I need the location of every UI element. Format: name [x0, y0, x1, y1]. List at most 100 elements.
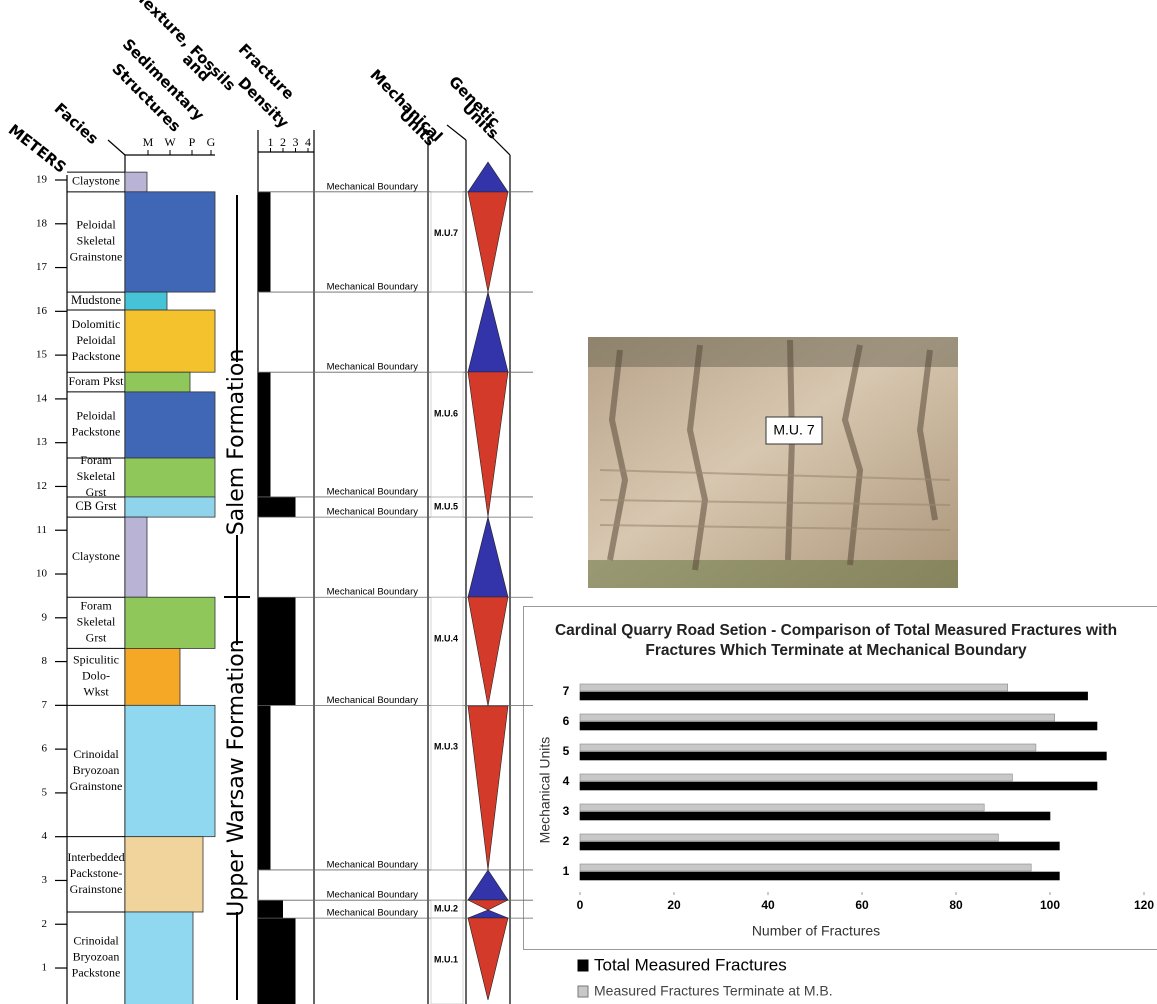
facies-label: Foram — [80, 599, 112, 613]
boundary-label: Mechanical Boundary — [327, 859, 419, 870]
genetic-unit — [468, 910, 508, 918]
bar — [580, 804, 984, 811]
facies-label: Grainstone — [70, 250, 123, 264]
formation-label: Salem Formation — [224, 349, 249, 536]
boundary-label: Mechanical Boundary — [327, 507, 419, 518]
genetic-unit — [468, 372, 508, 517]
density-bar — [258, 372, 271, 497]
bar — [580, 812, 1050, 820]
lithology-block — [125, 517, 147, 597]
lithology-block — [125, 372, 190, 392]
x-tick-label: 120 — [1134, 898, 1154, 912]
density-tick-label: 4 — [305, 135, 311, 149]
y-tick-label: 7 — [563, 684, 570, 698]
depth-tick-label: 5 — [42, 786, 48, 798]
formation-label: Upper Warsaw Formation — [224, 639, 249, 916]
column-header: Facies — [51, 99, 102, 148]
depth-tick-label: 17 — [36, 261, 48, 273]
boundary-label: Mechanical Boundary — [327, 908, 419, 919]
facies-label: Grst — [86, 631, 107, 645]
photo-ground — [588, 560, 958, 588]
boundary-label: Mechanical Boundary — [327, 695, 419, 706]
genetic-unit — [468, 870, 508, 900]
lithology-block — [125, 597, 215, 648]
facies-label: Bryozoan — [73, 950, 120, 964]
density-tick-label: 2 — [280, 135, 286, 149]
mechanical-unit-label: M.U.6 — [434, 409, 458, 419]
mechanical-unit-label: M.U.5 — [434, 501, 458, 511]
depth-tick-label: 7 — [42, 699, 48, 711]
density-bar — [258, 497, 296, 517]
x-axis-label: Number of Fractures — [752, 923, 880, 939]
density-bar — [258, 900, 283, 918]
facies-label: Skeletal — [77, 469, 116, 483]
mechanical-unit-label: M.U.7 — [434, 228, 458, 238]
facies-label: Wkst — [83, 685, 109, 699]
facies-label: Claystone — [72, 174, 120, 188]
mech-header-slant — [447, 125, 466, 140]
mechanical-unit-label: M.U.4 — [434, 634, 458, 644]
bar — [580, 722, 1097, 730]
texture-scale-label: W — [164, 135, 176, 149]
photo-label: M.U. 7 — [773, 422, 814, 438]
genetic-unit — [468, 517, 508, 597]
legend-label: Measured Fractures Terminate at M.B. — [594, 983, 833, 999]
density-bar — [258, 918, 296, 1004]
facies-label: Skeletal — [77, 234, 116, 248]
boundary-label: Mechanical Boundary — [327, 587, 419, 598]
lithology-block — [125, 392, 215, 458]
density-tick-label: 1 — [268, 135, 274, 149]
mechanical-unit-label: M.U.3 — [434, 742, 458, 752]
mechanical-unit — [431, 705, 463, 870]
facies-label: Peloidal — [76, 333, 116, 347]
mechanical-unit — [431, 192, 463, 292]
y-tick-label: 2 — [563, 834, 570, 848]
bar — [580, 842, 1059, 850]
facies-label: CB Grst — [75, 499, 117, 513]
lithology-block — [125, 192, 215, 292]
x-tick-label: 0 — [577, 898, 584, 912]
mechanical-unit-label: M.U.1 — [434, 954, 458, 964]
depth-tick-label: 13 — [36, 436, 48, 448]
facies-label: Dolomitic — [72, 317, 121, 331]
facies-label: Packstone- — [70, 866, 123, 880]
facies-label: Spiculitic — [73, 653, 119, 667]
y-tick-label: 3 — [563, 804, 570, 818]
mechanical-unit-label: M.U.2 — [434, 904, 458, 914]
y-tick-label: 6 — [563, 714, 570, 728]
lithology-block — [125, 458, 215, 497]
bar — [580, 684, 1008, 691]
facies-label: Crinoidal — [73, 934, 119, 948]
facies-label: Dolo- — [82, 669, 110, 683]
depth-tick-label: 18 — [36, 217, 48, 229]
y-tick-label: 4 — [563, 774, 570, 788]
lithology-block — [125, 172, 147, 192]
boundary-label: Mechanical Boundary — [327, 181, 419, 192]
lithology-block — [125, 837, 203, 912]
depth-tick-label: 6 — [42, 743, 48, 755]
photo-top-vegetation — [588, 337, 958, 367]
figure-canvas: M.U. 7 Salem Formation Upper Warsaw Form… — [0, 0, 1157, 1004]
bar — [580, 752, 1106, 760]
legend-label: Total Measured Fractures — [594, 955, 787, 974]
legend-swatch — [578, 986, 588, 997]
x-tick-label: 60 — [855, 898, 869, 912]
texture-scale-label: M — [143, 135, 154, 149]
bar — [580, 864, 1031, 871]
chart-title: Cardinal Quarry Road Setion - Comparison… — [555, 622, 1117, 639]
boundary-label: Mechanical Boundary — [327, 486, 419, 497]
bar — [580, 872, 1059, 880]
lithology-block — [125, 912, 193, 1004]
facies-label: Peloidal — [76, 218, 116, 232]
texture-scale-label: G — [207, 135, 216, 149]
texture-scale-label: P — [189, 135, 196, 149]
lithology-block — [125, 292, 167, 310]
bar — [580, 692, 1088, 700]
depth-tick-label: 8 — [42, 655, 48, 667]
density-bar — [258, 192, 271, 292]
facies-label: Claystone — [72, 549, 120, 563]
facies-label: Crinoidal — [73, 747, 119, 761]
depth-tick-label: 1 — [42, 962, 48, 974]
bar — [580, 834, 998, 841]
density-tick-label: 3 — [293, 135, 299, 149]
